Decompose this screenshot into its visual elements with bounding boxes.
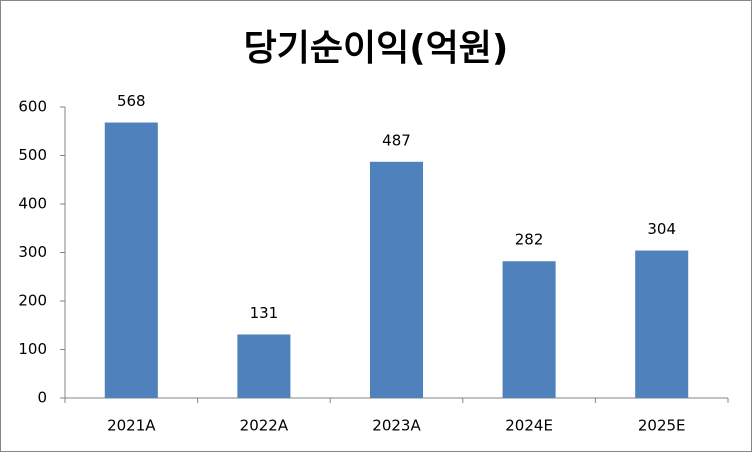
x-tick-label: 2023A — [372, 417, 421, 435]
data-label: 131 — [250, 304, 279, 322]
data-label: 487 — [382, 131, 411, 149]
x-tick-label: 2021A — [107, 417, 156, 435]
y-tick-label: 200 — [18, 292, 47, 310]
data-label: 568 — [117, 92, 146, 110]
data-label: 304 — [647, 220, 676, 238]
y-tick-label: 0 — [37, 389, 47, 407]
y-tick-label: 300 — [18, 243, 47, 261]
bar — [237, 334, 291, 398]
y-tick-label: 500 — [18, 146, 47, 164]
data-label: 282 — [515, 231, 544, 249]
y-tick-label: 600 — [18, 98, 47, 116]
y-tick-label: 400 — [18, 195, 47, 213]
bar — [104, 122, 158, 399]
bar — [502, 261, 556, 398]
chart-title: 당기순이익(억원) — [244, 28, 509, 69]
bar — [635, 250, 689, 398]
x-tick-label: 2024E — [505, 417, 553, 435]
y-tick-label: 100 — [18, 340, 47, 358]
bar — [369, 161, 424, 398]
x-tick-label: 2025E — [638, 417, 686, 435]
x-tick-label: 2022A — [240, 417, 289, 435]
